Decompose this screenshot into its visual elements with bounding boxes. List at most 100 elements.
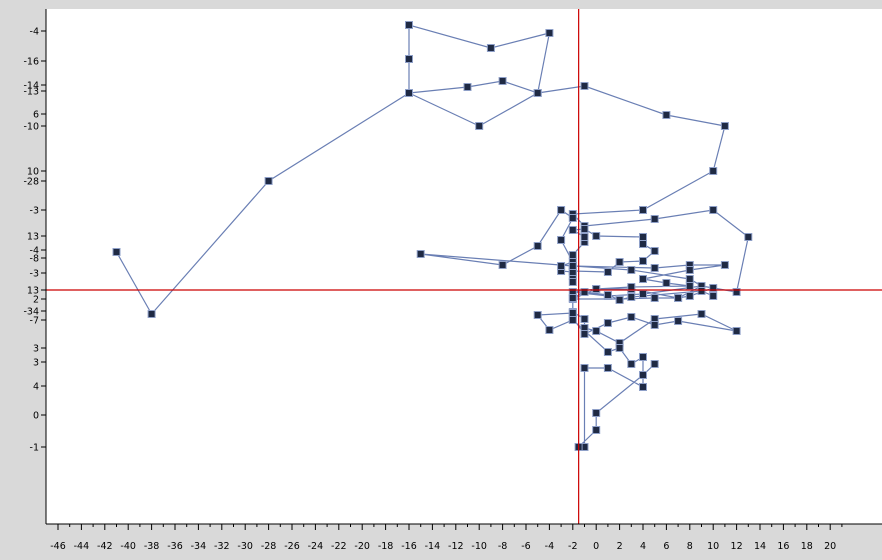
data-point — [639, 383, 647, 391]
data-point — [674, 294, 683, 302]
data-point — [557, 262, 566, 270]
data-point — [533, 89, 542, 97]
data-point — [744, 233, 753, 241]
data-point — [580, 225, 589, 233]
data-point — [685, 292, 694, 300]
data-point — [603, 268, 612, 276]
x-tick-label: -46 — [50, 541, 66, 552]
data-point — [580, 82, 589, 90]
data-point — [732, 327, 741, 335]
x-tick-label: -24 — [308, 541, 324, 552]
data-point — [405, 21, 413, 29]
data-point — [639, 240, 647, 248]
data-point — [709, 167, 718, 175]
y-tick-label: -14 — [23, 81, 39, 92]
data-point — [639, 371, 647, 379]
data-point — [545, 29, 554, 37]
data-point — [639, 233, 647, 241]
data-point — [592, 232, 601, 240]
x-tick-label: -34 — [191, 541, 207, 552]
data-point — [486, 44, 495, 52]
data-point — [697, 310, 706, 318]
data-point — [580, 315, 589, 323]
x-tick-label: -6 — [521, 541, 530, 552]
data-point — [557, 206, 566, 214]
x-tick-label: -2 — [568, 541, 577, 552]
x-tick-label: -12 — [448, 541, 464, 552]
data-point — [533, 311, 542, 319]
data-point — [639, 275, 647, 283]
x-tick-label: 10 — [707, 541, 719, 552]
data-point — [533, 242, 542, 250]
y-tick-label: -4 — [30, 27, 39, 38]
data-point — [568, 316, 577, 324]
data-point — [580, 364, 589, 372]
x-tick-label: 8 — [687, 541, 693, 552]
y-tick-label: -4 — [30, 246, 39, 257]
data-point — [568, 262, 577, 270]
x-tick-label: -36 — [167, 541, 183, 552]
y-tick-label: -13 — [23, 87, 39, 98]
x-tick-label: -18 — [378, 541, 394, 552]
x-tick-label: 2 — [617, 541, 623, 552]
y-axis: -4-16-14-136-1010-28-313-4-8-3132-34-733… — [23, 9, 47, 524]
data-point — [615, 296, 624, 304]
x-tick-label: 4 — [640, 541, 646, 552]
data-point — [627, 313, 636, 321]
data-point — [685, 266, 694, 274]
data-point — [627, 293, 636, 301]
data-point — [498, 261, 507, 269]
y-tick-label: 10 — [27, 167, 39, 178]
data-point — [650, 215, 659, 223]
y-tick-label: -7 — [30, 316, 39, 327]
y-tick-label: 3 — [33, 344, 39, 355]
y-tick-label: 3 — [33, 358, 39, 369]
y-tick-label: -1 — [30, 443, 39, 454]
data-point — [568, 309, 577, 317]
series-line-top — [115, 24, 551, 316]
crosshair — [46, 9, 882, 524]
data-point — [580, 330, 589, 338]
data-point — [592, 426, 601, 434]
data-point — [639, 353, 647, 361]
data-point — [650, 247, 659, 255]
y-tick-label: 13 — [27, 286, 39, 297]
x-tick-label: -20 — [354, 541, 370, 552]
data-point — [603, 364, 612, 372]
data-point — [557, 236, 566, 244]
data-point — [650, 321, 659, 329]
data-point — [720, 261, 729, 269]
data-point — [112, 248, 121, 256]
data-point — [639, 257, 647, 265]
x-axis: -46 -44 -42 -40 -38 -36 -34 -32 -30 -28 -26 -24 -22-… — [46, 523, 882, 552]
y-tick-label: -3 — [30, 206, 39, 217]
x-tick-label: -16 — [401, 541, 417, 552]
data-point — [627, 360, 636, 368]
data-point — [709, 206, 718, 214]
data-point — [416, 250, 425, 258]
x-tick-label: -30 — [237, 541, 253, 552]
data-point — [639, 206, 647, 214]
x-tick-label: -14 — [425, 541, 441, 552]
data-point — [147, 310, 156, 318]
x-tick-label: 20 — [824, 541, 836, 552]
data-point — [650, 264, 659, 272]
data-point — [545, 326, 554, 334]
data-point — [685, 275, 694, 283]
data-point — [709, 292, 718, 300]
data-point — [592, 285, 601, 293]
y-tick-label: 6 — [33, 110, 39, 121]
x-tick-label: -42 — [97, 541, 113, 552]
y-tick-label: -16 — [23, 57, 39, 68]
data-point — [627, 266, 636, 274]
data-point — [592, 327, 601, 335]
y-tick-label: -34 — [23, 307, 39, 318]
data-point — [568, 294, 577, 302]
x-tick-label: 12 — [731, 541, 743, 552]
y-tick-label: -8 — [30, 254, 39, 265]
x-tick-label: -22 — [331, 541, 347, 552]
x-tick-label: -38 — [144, 541, 160, 552]
data-point — [568, 214, 577, 222]
